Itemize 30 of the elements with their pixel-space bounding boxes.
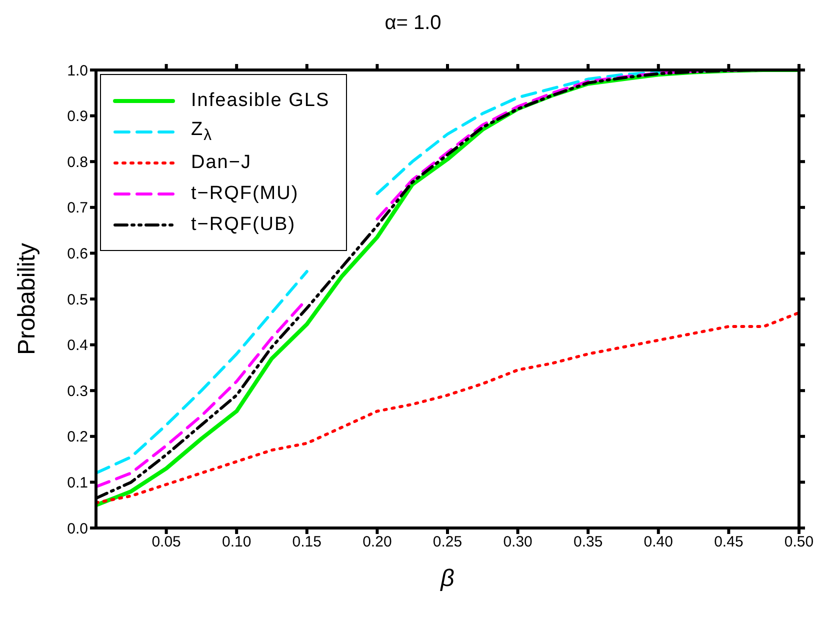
y-tick-label: 0.0 [67,520,88,538]
x-tick-label: 0.45 [714,534,744,551]
x-tick-label: 0.40 [644,534,673,551]
chart-title: α= 1.0 [384,12,442,35]
legend-label: t−RQF(MU) [191,182,299,204]
legend-label: Infeasible GLS [191,90,330,112]
x-tick-label: 0.10 [222,534,252,551]
line-series [96,311,799,504]
x-tick-label: 0.15 [292,534,322,551]
x-tick-label: 0.50 [784,534,814,551]
y-tick-label: 0.7 [67,200,88,217]
y-tick-label: 0.1 [67,474,88,492]
y-tick-label: 0.6 [67,246,88,263]
y-tick-label: 0.9 [67,108,88,126]
y-tick-label: 0.5 [67,291,88,308]
x-tick-label: 0.20 [362,534,392,551]
y-tick-label: 1.0 [67,62,88,80]
y-tick-label: 0.4 [67,337,88,354]
y-axis-title: Probability [14,242,41,356]
x-tick-label: 0.25 [432,534,462,551]
legend-label: t−RQF(UB) [191,214,296,236]
y-tick-label: 0.3 [67,382,88,400]
x-tick-label: 0.35 [574,534,603,551]
y-tick-label: 0.8 [67,154,88,171]
legend-label: Dan−J [191,152,252,174]
x-tick-label: 0.30 [503,534,532,551]
legend-label: Z$_{λ}$ [191,118,213,144]
x-axis-title: β [440,565,455,592]
x-tick-label: 0.05 [152,534,181,551]
y-tick-label: 0.2 [67,428,88,446]
